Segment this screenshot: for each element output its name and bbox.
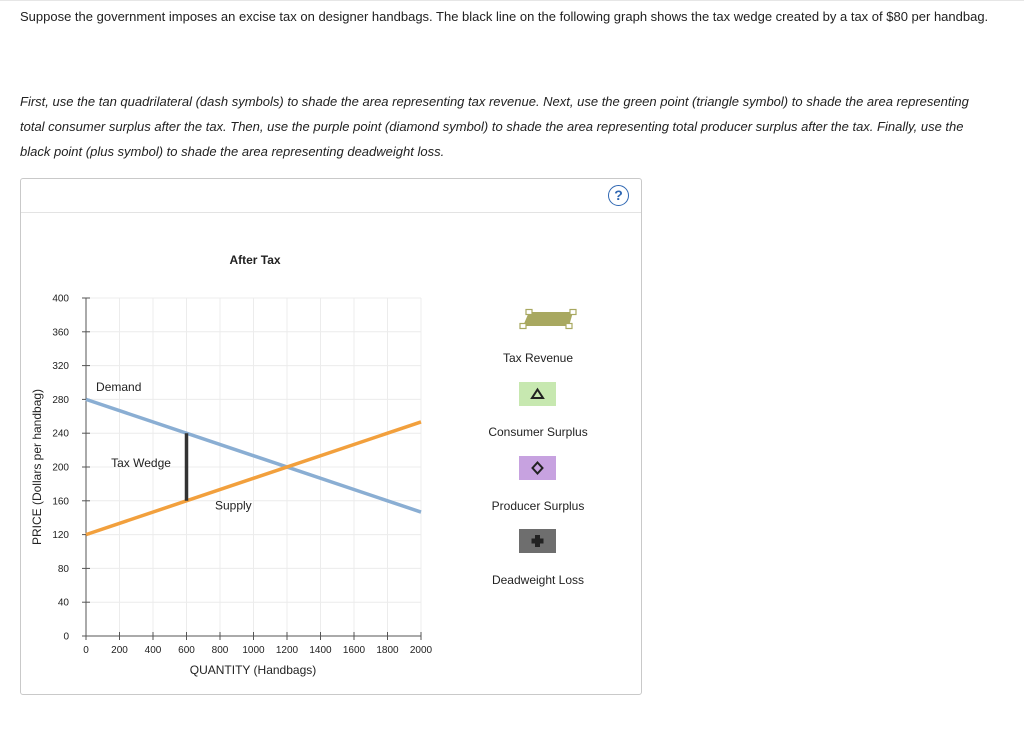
- y-axis-label: PRICE (Dollars per handbag): [30, 389, 44, 545]
- tax-wedge-label: Tax Wedge: [111, 456, 171, 470]
- x-tick-label: 0: [83, 645, 89, 656]
- legend-tax-revenue-label: Tax Revenue: [502, 351, 574, 365]
- chart: 0 40 80 120 160 200 240 280 320 360 400 0 200 400 600 8…: [30, 253, 433, 677]
- legend-deadweight-loss[interactable]: [519, 529, 556, 553]
- legend-consumer-surplus[interactable]: [519, 382, 556, 406]
- y-tick-label: 240: [52, 429, 69, 440]
- y-tick-label: 200: [52, 463, 69, 474]
- question-instructions: First, use the tan quadrilateral (dash s…: [20, 94, 969, 159]
- top-divider: [0, 0, 1024, 1]
- x-tick-label: 400: [145, 645, 162, 656]
- y-tick-label: 400: [52, 294, 69, 305]
- chart-title: After Tax: [229, 253, 280, 267]
- x-tick-label: 2000: [410, 645, 433, 656]
- y-tick-label: 0: [63, 632, 69, 643]
- x-tick-label: 1000: [242, 645, 265, 656]
- legend-producer-surplus[interactable]: [519, 456, 556, 480]
- legend-tax-revenue[interactable]: [463, 306, 613, 341]
- x-tick-label: 600: [178, 645, 195, 656]
- help-icon[interactable]: ?: [608, 185, 629, 206]
- x-tick-label: 1600: [343, 645, 366, 656]
- y-tick-label: 80: [58, 564, 70, 575]
- legend-deadweight-loss-label: Deadweight Loss: [491, 573, 585, 587]
- x-axis-label: QUANTITY (Handbags): [190, 663, 317, 677]
- x-tick-label: 1400: [309, 645, 332, 656]
- supply-label: Supply: [215, 498, 252, 512]
- y-tick-label: 360: [52, 327, 69, 338]
- y-tick-label: 320: [52, 361, 69, 372]
- legend-producer-surplus-label: Producer Surplus: [491, 499, 585, 513]
- x-tick-label: 1800: [376, 645, 399, 656]
- legend-consumer-surplus-label: Consumer Surplus: [488, 425, 588, 439]
- x-tick-label: 200: [111, 645, 128, 656]
- x-tick-label: 800: [212, 645, 229, 656]
- graph-panel: ? 0 40 80 120 160 200 240 280 320 360 400 0 200 400 60…: [20, 178, 642, 695]
- y-tick-label: 120: [52, 530, 69, 541]
- diamond-icon: [531, 461, 544, 475]
- triangle-icon: [530, 387, 545, 399]
- y-tick-label: 40: [58, 598, 70, 609]
- demand-label: Demand: [96, 380, 141, 394]
- y-tick-label: 280: [52, 395, 69, 406]
- y-tick-label: 160: [52, 496, 69, 507]
- tax-revenue-tool-icon[interactable]: [463, 306, 613, 336]
- supply-curve: [85, 420, 422, 537]
- plus-icon: [531, 535, 544, 547]
- question-intro: Suppose the government imposes an excise…: [20, 9, 989, 24]
- x-tick-label: 1200: [276, 645, 299, 656]
- graph-panel-header: ?: [21, 179, 641, 213]
- demand-curve: [85, 397, 422, 514]
